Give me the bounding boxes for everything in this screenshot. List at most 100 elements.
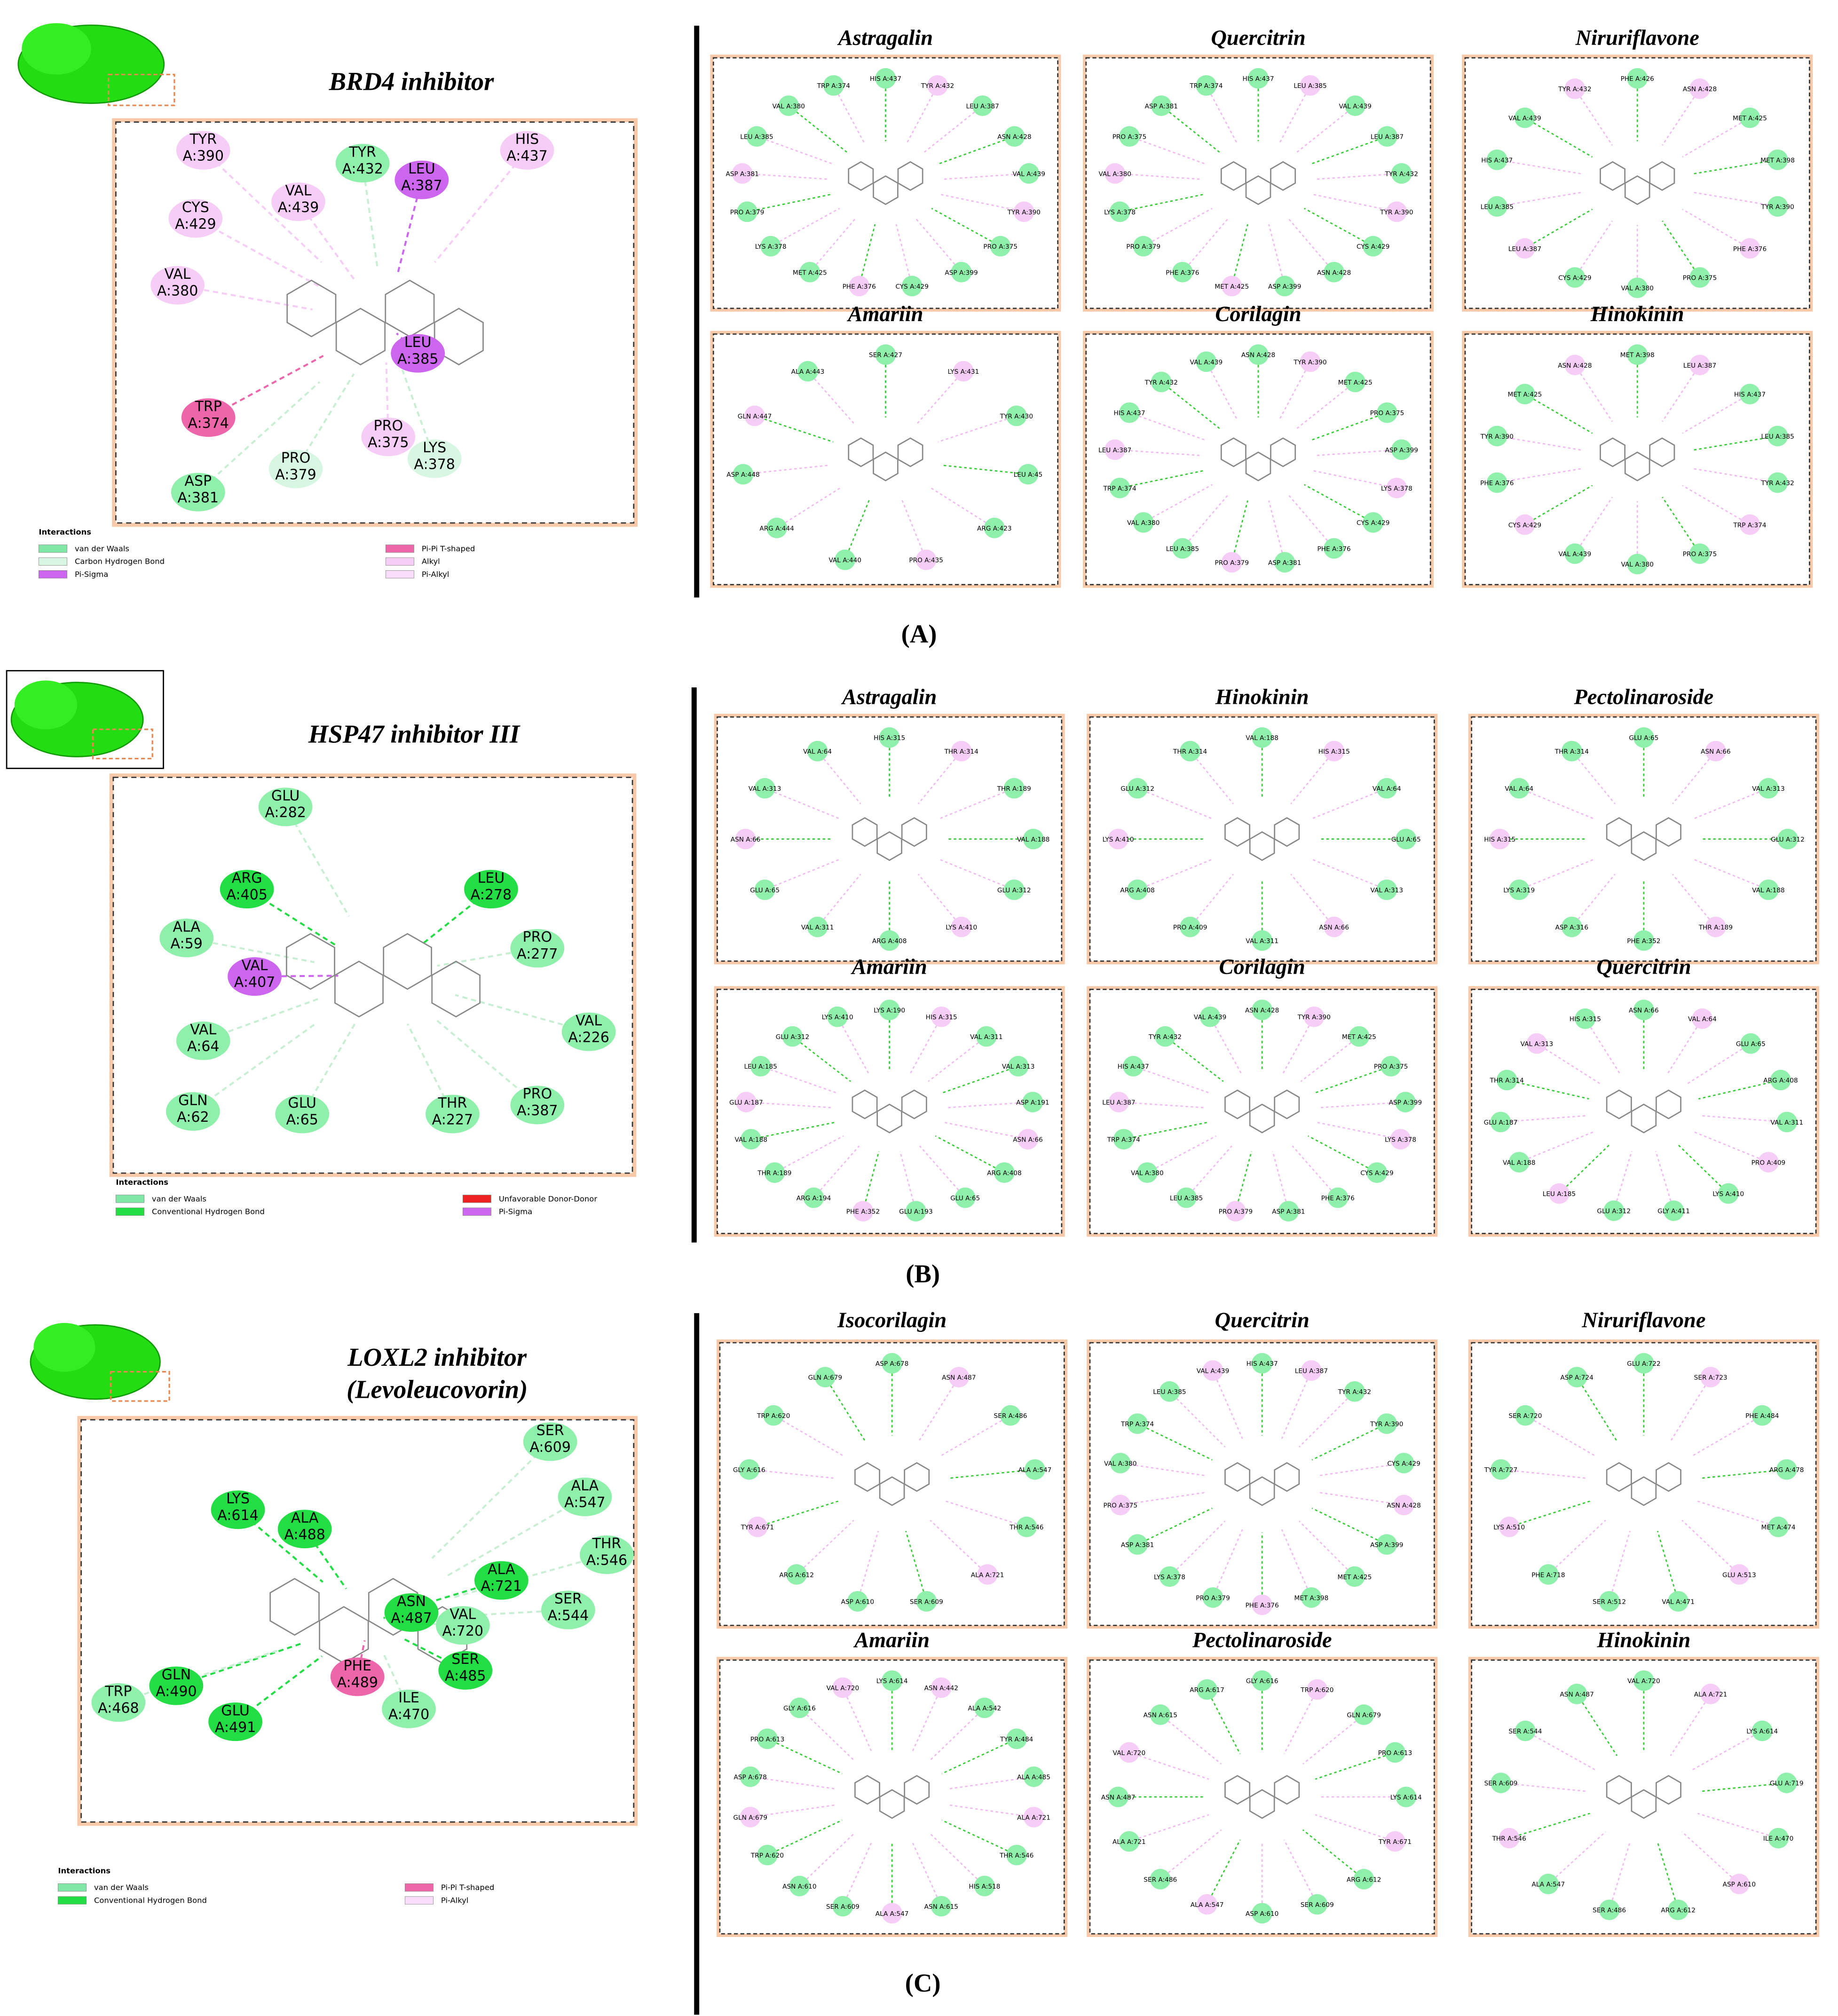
panel-label: (A) (901, 619, 937, 648)
residue-label: ALA A:547 (1018, 1466, 1052, 1474)
interaction-line (792, 1036, 851, 1082)
residue-node (335, 144, 390, 183)
interaction-line (1128, 1752, 1209, 1780)
residue-label: LYS A:410 (822, 1014, 853, 1021)
residue-chain: A:390 (182, 148, 224, 165)
residue-label: HIS A:315 (874, 734, 905, 742)
interaction-line (1574, 220, 1613, 278)
residue-label: LEU A:387 (1371, 134, 1404, 141)
residue-label: CYS A:429 (1357, 520, 1389, 527)
residue-node (176, 1021, 230, 1060)
residue-label: HIS A:437 (1242, 75, 1274, 83)
residue-node (1006, 1844, 1027, 1866)
residue-label: PHE A:376 (843, 283, 876, 291)
residue-node (1395, 1092, 1416, 1112)
interaction-line (1311, 1507, 1387, 1545)
interaction-line (1585, 1018, 1621, 1075)
residue-label: TYR A:727 (1484, 1466, 1517, 1474)
interaction-line (836, 1016, 869, 1074)
residue-label: PHE A:376 (1246, 1602, 1279, 1609)
residue-label: HIS A:518 (969, 1883, 1000, 1890)
residue-node (1127, 1534, 1148, 1555)
legend-swatch (385, 557, 414, 566)
residue-label: PHE A:718 (1531, 1571, 1565, 1579)
residue-label: MET A:425 (1342, 1033, 1376, 1041)
residue-node (1770, 1070, 1791, 1091)
legend-label: van der Waals (94, 1883, 149, 1892)
residue-node (541, 1591, 595, 1630)
residue-node (1018, 163, 1040, 184)
residue-node (1689, 354, 1710, 376)
residue-chain: A:375 (368, 434, 409, 451)
molecule-ring (1224, 1089, 1251, 1119)
residue-name: ALA (173, 919, 200, 935)
interaction-line (911, 1687, 942, 1754)
residue-label: GLN A:447 (738, 413, 772, 420)
residue-node (1003, 879, 1025, 900)
molecule-ring (904, 1775, 930, 1805)
residue-node (1004, 126, 1025, 147)
residue-label: VAL A:380 (1621, 561, 1654, 568)
residue-label: VAL A:313 (1002, 1063, 1035, 1071)
residue-node (1137, 1162, 1158, 1183)
residue-node (1119, 1742, 1140, 1763)
molecule-ring (1220, 437, 1246, 467)
residue-chain: A:387 (517, 1102, 558, 1119)
interaction-line (1137, 1423, 1213, 1461)
interaction-line (1662, 220, 1701, 278)
residue-label: MET A:425 (1338, 379, 1373, 386)
residue-node (1396, 828, 1417, 850)
legend-swatch (115, 1195, 144, 1203)
residue-label: LYS A:614 (876, 1677, 908, 1685)
residue-label: VAL A:313 (749, 785, 781, 793)
interaction-line (1115, 449, 1201, 457)
residue-label: MET A:425 (793, 269, 827, 276)
residue-node (1538, 1564, 1559, 1585)
residue-node (1104, 439, 1126, 460)
residue-label: ALA A:721 (971, 1571, 1004, 1579)
residue-name: ILE (398, 1690, 419, 1706)
interaction-line (799, 1832, 856, 1887)
residue-name: TRP (104, 1683, 132, 1700)
residue-name: VAL (190, 1022, 216, 1038)
residue-label: ASN A:428 (1558, 362, 1592, 370)
residue-label: TRP A:620 (750, 1852, 784, 1859)
residue-label: THR A:546 (999, 1852, 1033, 1859)
interaction-line (937, 135, 1015, 165)
interaction-line (1574, 364, 1613, 422)
molecule-ring (854, 1775, 880, 1805)
interaction-line (750, 1776, 836, 1790)
residue-node (435, 1606, 490, 1645)
residue-chain: A:490 (156, 1683, 197, 1700)
interaction-line (1576, 1693, 1618, 1756)
residue-label: LEU A:387 (1508, 245, 1541, 253)
residue-node (426, 1095, 480, 1134)
residue-label: HIS A:315 (1570, 1016, 1601, 1023)
residue-node (1515, 107, 1535, 128)
residue-label: PRO A:379 (1196, 1594, 1230, 1602)
residue-node (394, 160, 449, 199)
complex-title: Corilagin (1215, 302, 1301, 326)
residue-label: PRO A:375 (1683, 551, 1717, 558)
residue-name: LYS (226, 1491, 250, 1507)
molecule-ring (1606, 817, 1632, 847)
interaction-line (917, 750, 962, 804)
interaction-line (773, 1415, 845, 1457)
residue-name: SER (451, 1651, 479, 1668)
residue-label: ASN A:428 (1245, 1007, 1279, 1015)
residue-node (1767, 150, 1788, 170)
complex-title: Hinokinin (1215, 685, 1309, 709)
residue-label: VAL A:439 (1012, 170, 1045, 178)
residue-label: LYS A:378 (1385, 1136, 1416, 1144)
residue-label: THR A:314 (944, 748, 978, 756)
residue-label: VAL A:188 (1752, 887, 1785, 894)
residue-label: TRP A:620 (1300, 1686, 1333, 1694)
residue-label: PRO A:613 (750, 1736, 785, 1743)
residue-chain: A:381 (178, 490, 219, 506)
interaction-line (1672, 750, 1716, 804)
interaction-line (1212, 1529, 1243, 1598)
residue-chain: A:378 (414, 457, 455, 473)
residue-label: SER A:486 (994, 1412, 1027, 1420)
residue-label: HIS A:437 (1246, 1360, 1278, 1368)
residue-label: TYR A:390 (1007, 209, 1041, 216)
